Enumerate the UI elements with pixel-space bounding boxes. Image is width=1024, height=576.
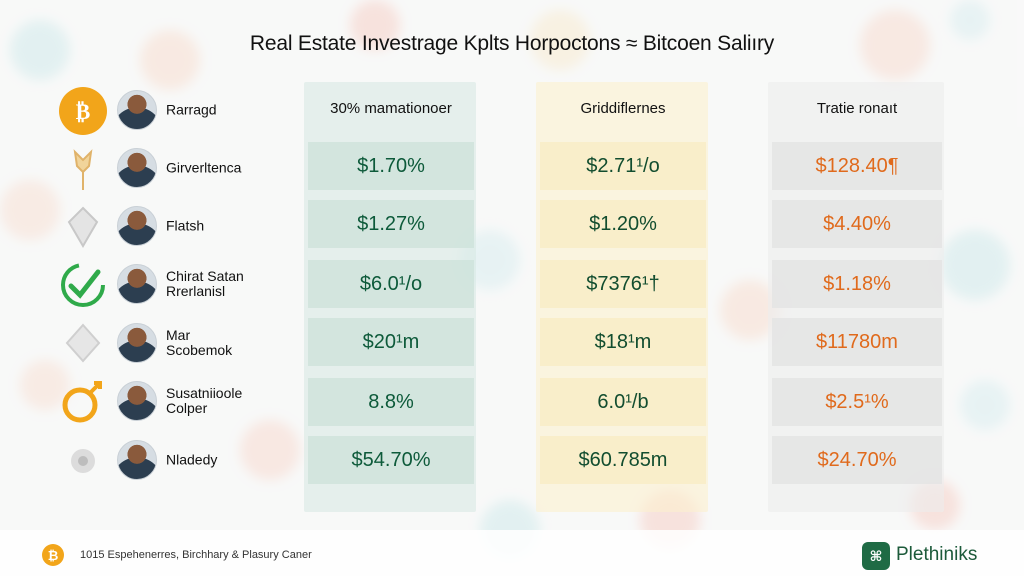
avatar: [117, 206, 157, 246]
list-item[interactable]: Chirat Satan Rrerlanisl: [58, 258, 358, 310]
shield-icon: [58, 202, 108, 252]
row-name: Nladedy: [166, 451, 218, 468]
table-cell: $128.40¶: [772, 142, 942, 190]
ring-icon: [58, 377, 108, 427]
row-name: Rarragd: [166, 101, 217, 118]
list-item[interactable]: Nladedy: [58, 434, 358, 486]
avatar: [117, 264, 157, 304]
table-cell: $7376¹†: [540, 260, 706, 308]
table-cell: $1.20%: [540, 200, 706, 248]
list-item[interactable]: Susatniioole Colper: [58, 375, 358, 427]
list-item[interactable]: Mar Scobemok: [58, 317, 358, 369]
bitcoin-icon: ₿: [42, 544, 64, 566]
footer: ₿ 1015 Espehenerres, Birchhary & Plasury…: [0, 530, 1024, 576]
list-item[interactable]: ₿ Rarragd: [58, 84, 358, 136]
row-name: Flatsh: [166, 217, 205, 234]
table-cell: $24.70%: [772, 436, 942, 484]
brand-name[interactable]: Plethiniks: [896, 544, 978, 565]
table-cell: $4.40%: [772, 200, 942, 248]
check-icon: [58, 260, 108, 310]
avatar: [117, 148, 157, 188]
wheat-icon: [58, 144, 108, 194]
table-cell: $11780m: [772, 318, 942, 366]
table-cell: $1.70%: [308, 142, 474, 190]
flower-icon: [58, 436, 108, 486]
table-cell: $1.27%: [308, 200, 474, 248]
svg-text:₿: ₿: [76, 100, 91, 125]
list-item[interactable]: Girverltenca: [58, 142, 358, 194]
brand-logo-icon[interactable]: ⌘: [862, 542, 890, 570]
list-item[interactable]: Flatsh: [58, 200, 358, 252]
table-cell: $2.5¹%: [772, 378, 942, 426]
bitcoin-icon: ₿: [58, 86, 108, 136]
diamond-icon: [58, 319, 108, 369]
avatar: [117, 381, 157, 421]
table-cell: $18¹m: [540, 318, 706, 366]
table-cell: $6.0¹/o: [308, 260, 474, 308]
column-header: Tratie ronaıt: [816, 99, 898, 117]
column-header: 30% mamationoer: [330, 99, 452, 117]
avatar: [117, 323, 157, 363]
avatar: [117, 90, 157, 130]
table-cell: 6.0¹/b: [540, 378, 706, 426]
footer-text: 1015 Espehenerres, Birchhary & Plasury C…: [80, 549, 312, 561]
table-cell: 8.8%: [308, 378, 474, 426]
column-header: Griddiflernes: [580, 99, 666, 117]
table-cell: $20¹m: [308, 318, 474, 366]
table-cell: $2.71¹/o: [540, 142, 706, 190]
row-name: Chirat Satan Rrerlanisl: [166, 268, 244, 299]
row-name: Mar Scobemok: [166, 327, 233, 358]
page-title: Real Estate Investrage Kplts Horpoctons …: [249, 32, 775, 55]
table-cell: $54.70%: [308, 436, 474, 484]
table-cell: $1.18%: [772, 260, 942, 308]
row-name: Susatniioole Colper: [166, 385, 243, 416]
row-name: Girverltenca: [166, 159, 242, 176]
table-cell: $60.785m: [540, 436, 706, 484]
avatar: [117, 440, 157, 480]
